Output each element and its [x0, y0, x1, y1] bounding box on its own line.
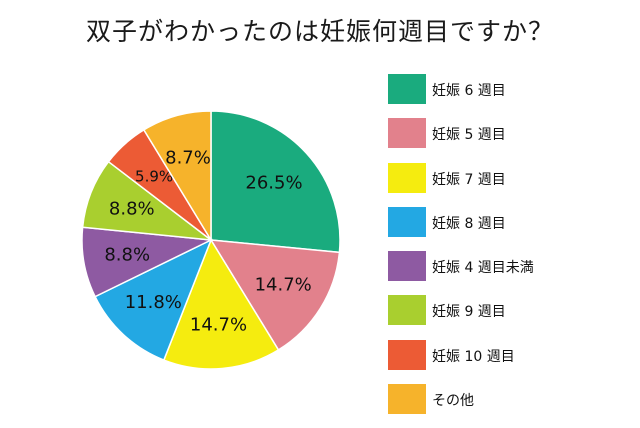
legend-label: 妊娠 10 週目: [432, 348, 515, 365]
legend-item: 妊娠 6 週目: [388, 74, 628, 104]
legend-label: 妊娠 7 週目: [432, 171, 506, 188]
legend-label: 妊娠 6 週目: [432, 83, 506, 99]
legend-item: 妊娠 5 週目: [388, 118, 628, 149]
legend-label: 妊娠 9 週目: [432, 304, 506, 321]
pie-slice: [209, 239, 341, 351]
pie-slice: [94, 238, 213, 362]
slice-value-label: 8.8%: [109, 198, 155, 219]
legend-item: 妊娠 10 週目: [388, 339, 628, 370]
legend-swatch: [388, 162, 426, 193]
slice-value-label: 14.7%: [255, 275, 312, 296]
legend-swatch: [388, 206, 426, 237]
slice-value-label: 8.7%: [165, 148, 211, 169]
slice-value-label: 5.9%: [135, 168, 173, 186]
legend-swatch: [388, 251, 426, 282]
legend-swatch: [388, 339, 426, 370]
legend-item: 妊娠 8 週目: [388, 206, 628, 237]
pie-slice: [210, 110, 341, 254]
legend-label: 妊娠 8 週目: [432, 215, 506, 232]
legend-label: 妊娠 4 週目未満: [432, 260, 534, 277]
legend-swatch: [388, 118, 426, 149]
legend-label: その他: [432, 393, 474, 410]
legend-swatch: [388, 295, 426, 326]
legend-item: その他: [388, 384, 628, 415]
slice-value-label: 8.8%: [104, 245, 150, 266]
legend-item: 妊娠 4 週目未満: [388, 251, 628, 282]
legend-item: 妊娠 9 週目: [388, 295, 628, 326]
legend-swatch: [388, 384, 426, 415]
slice-value-label: 14.7%: [190, 314, 247, 335]
pie-slice: [142, 110, 212, 243]
legend-label: 妊娠 5 週目: [432, 127, 506, 144]
legend-item: 妊娠 7 週目: [388, 162, 628, 193]
chart-title: 双子がわかったのは妊娠何週目ですか？: [85, 17, 554, 46]
legend: 妊娠 6 週目 妊娠 5 週目 妊娠 7 週目 妊娠 8 週目妊娠 4 週目未満 妊娠 …: [388, 74, 628, 428]
pie-slice: [162, 238, 280, 370]
legend-swatch: [388, 74, 426, 104]
slice-value-label: 26.5%: [245, 172, 302, 193]
slice-value-label: 11.8%: [125, 292, 182, 313]
